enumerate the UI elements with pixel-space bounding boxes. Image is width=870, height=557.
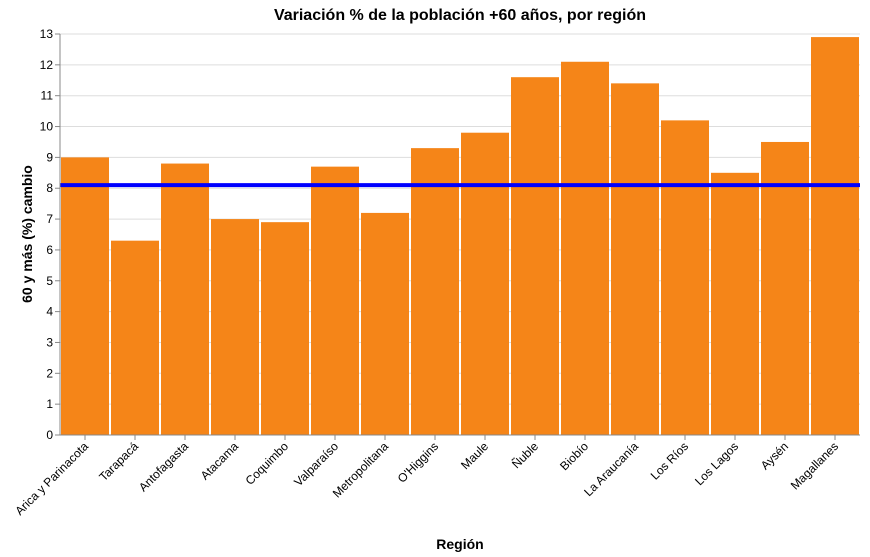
x-tick-label: Maule bbox=[458, 439, 491, 472]
y-tick-label: 11 bbox=[41, 89, 54, 103]
x-tick-label: Los Lagos bbox=[692, 439, 741, 488]
x-tick-label: Tarapacá bbox=[96, 439, 141, 484]
y-tick-label: 6 bbox=[46, 243, 53, 257]
bar bbox=[161, 163, 209, 436]
bar bbox=[711, 172, 759, 436]
y-tick-label: 3 bbox=[46, 335, 53, 349]
bar bbox=[361, 212, 409, 435]
chart-title: Variación % de la población +60 años, po… bbox=[274, 7, 646, 24]
bar bbox=[311, 166, 359, 435]
x-tick-label: Antofagasta bbox=[136, 439, 191, 494]
x-tick-label: Valparaíso bbox=[291, 439, 341, 489]
x-tick-label: Arica y Parinacota bbox=[12, 439, 91, 518]
x-axis-title: Región bbox=[436, 536, 483, 552]
y-tick-label: 9 bbox=[46, 150, 53, 164]
x-tick-label: Aysén bbox=[758, 439, 791, 472]
y-tick-label: 5 bbox=[46, 274, 53, 288]
y-tick-label: 10 bbox=[40, 120, 54, 134]
bar bbox=[611, 83, 659, 435]
x-tick-label: Magallanes bbox=[788, 439, 841, 492]
x-tick-label: O'Higgins bbox=[395, 439, 441, 485]
y-tick-label: 4 bbox=[46, 305, 53, 319]
bar bbox=[561, 61, 609, 436]
x-tick-label: Ñuble bbox=[509, 439, 541, 471]
bar bbox=[211, 219, 259, 435]
y-tick-label: 7 bbox=[46, 212, 53, 226]
x-tick-label: La Araucanía bbox=[581, 439, 641, 499]
x-tick-label: Atacama bbox=[198, 439, 242, 483]
y-axis-title: 60 y más (%) cambio bbox=[19, 165, 35, 303]
bar bbox=[661, 120, 709, 435]
bar bbox=[761, 141, 809, 435]
bar bbox=[61, 157, 109, 435]
bar bbox=[111, 240, 159, 435]
y-tick-label: 13 bbox=[40, 27, 54, 41]
y-tick-label: 1 bbox=[46, 397, 53, 411]
bars bbox=[61, 37, 859, 436]
bar bbox=[411, 148, 459, 435]
bar bbox=[811, 37, 859, 435]
bar bbox=[461, 132, 509, 435]
y-tick-label: 12 bbox=[40, 58, 54, 72]
y-tick-label: 8 bbox=[46, 181, 53, 195]
axes bbox=[55, 33, 860, 440]
y-tick-label: 0 bbox=[46, 428, 53, 442]
x-tick-label: Coquimbo bbox=[243, 439, 292, 488]
bar bbox=[511, 77, 559, 435]
x-tick-label: Biobío bbox=[557, 439, 591, 473]
x-tick-label: Los Ríos bbox=[648, 439, 691, 482]
bar bbox=[261, 222, 309, 435]
y-tick-label: 2 bbox=[46, 366, 53, 380]
